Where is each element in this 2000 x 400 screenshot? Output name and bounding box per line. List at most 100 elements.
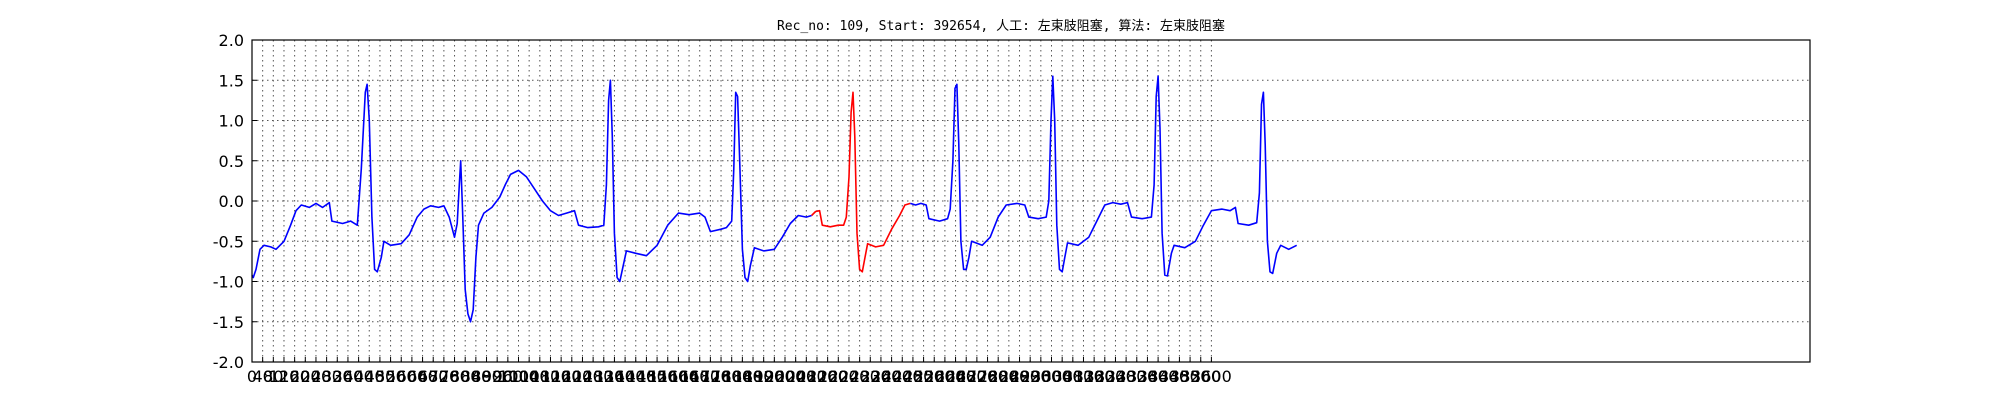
x-tick-label: 2840 bbox=[989, 367, 1030, 386]
x-tick-label: 2880 bbox=[999, 367, 1040, 386]
y-tick-label: 2.0 bbox=[219, 31, 244, 50]
x-tick-label: 2680 bbox=[946, 367, 987, 386]
x-tick-label: 2720 bbox=[957, 367, 998, 386]
x-tick-label: 3320 bbox=[1116, 367, 1157, 386]
y-tick-label: 1.0 bbox=[219, 112, 244, 131]
x-tick-label: 240 bbox=[301, 367, 332, 386]
x-tick-label: 1760 bbox=[701, 367, 742, 386]
x-tick-label: 200 bbox=[290, 367, 321, 386]
plot-series bbox=[251, 75, 1298, 323]
x-tick-label: 2200 bbox=[818, 367, 859, 386]
x-tick-label: 1680 bbox=[679, 367, 720, 386]
x-tick-label: 2560 bbox=[914, 367, 955, 386]
x-tick-label: 2240 bbox=[829, 367, 870, 386]
x-tick-label: 2800 bbox=[978, 367, 1019, 386]
x-tick-label: 1920 bbox=[743, 367, 784, 386]
x-tick-label: 1960 bbox=[754, 367, 795, 386]
x-tick-label: 1600 bbox=[658, 367, 699, 386]
x-tick-label: 1320 bbox=[583, 367, 624, 386]
x-tick-label: 440 bbox=[354, 367, 385, 386]
x-tick-label: 800 bbox=[450, 367, 481, 386]
x-tick-label: 0 bbox=[247, 367, 257, 386]
x-tick-label: 1040 bbox=[509, 367, 550, 386]
x-tick-label: 840 bbox=[461, 367, 492, 386]
x-tick-label: 3000 bbox=[1031, 367, 1072, 386]
x-tick-label: 960 bbox=[493, 367, 524, 386]
grid bbox=[252, 40, 1810, 362]
x-tick-label: 120 bbox=[269, 367, 300, 386]
x-tick-label: 1200 bbox=[551, 367, 592, 386]
x-tick-label: 2960 bbox=[1020, 367, 1061, 386]
x-tick-label: 160 bbox=[279, 367, 310, 386]
x-tick-label: 2120 bbox=[797, 367, 838, 386]
x-tick-label: 560 bbox=[386, 367, 417, 386]
x-tick-label: 1280 bbox=[573, 367, 614, 386]
x-tick-label: 1000 bbox=[498, 367, 539, 386]
x-tick-label: 3360 bbox=[1127, 367, 1168, 386]
chart-title: Rec_no: 109, Start: 392654, 人工: 左束肢阻塞, 算… bbox=[777, 18, 1225, 34]
x-tick-label: 600 bbox=[397, 367, 428, 386]
y-tick-label: 0.5 bbox=[219, 152, 244, 171]
y-tick-label: -2.0 bbox=[213, 353, 244, 372]
x-tick-label: 2080 bbox=[786, 367, 827, 386]
x-tick-label: 3400 bbox=[1138, 367, 1179, 386]
x-tick-label: 2160 bbox=[807, 367, 848, 386]
y-tick-label: 0.0 bbox=[219, 192, 244, 211]
x-tick-label: 480 bbox=[365, 367, 396, 386]
x-tick-label: 760 bbox=[439, 367, 470, 386]
plot-area-frame bbox=[251, 39, 1811, 363]
x-tick-label: 2000 bbox=[765, 367, 806, 386]
x-tick-label: 2760 bbox=[967, 367, 1008, 386]
x-tick-label: 1440 bbox=[615, 367, 656, 386]
x-tick-label: 2320 bbox=[850, 367, 891, 386]
x-tick-label: 1880 bbox=[733, 367, 774, 386]
x-tick-label: 880 bbox=[471, 367, 502, 386]
x-tick-label: 1640 bbox=[669, 367, 710, 386]
ticks: -2.0-1.5-1.0-0.50.00.51.01.52.0040801201… bbox=[213, 31, 1232, 386]
x-tick-label: 1840 bbox=[722, 367, 763, 386]
x-tick-label: 2360 bbox=[861, 367, 902, 386]
x-tick-label: 80 bbox=[263, 367, 283, 386]
x-tick-label: 1080 bbox=[519, 367, 560, 386]
x-tick-label: 3200 bbox=[1084, 367, 1125, 386]
ecg-signal-line-2 bbox=[910, 75, 1298, 277]
x-tick-label: 3480 bbox=[1159, 367, 1200, 386]
x-tick-label: 3120 bbox=[1063, 367, 1104, 386]
x-tick-label: 3080 bbox=[1052, 367, 1093, 386]
y-tick-label: -0.5 bbox=[213, 232, 244, 251]
y-tick-label: -1.5 bbox=[213, 313, 244, 332]
x-tick-label: 3600 bbox=[1191, 367, 1232, 386]
x-tick-label: 3040 bbox=[1042, 367, 1083, 386]
x-tick-label: 1520 bbox=[637, 367, 678, 386]
x-tick-label: 1400 bbox=[605, 367, 646, 386]
x-tick-label: 2040 bbox=[775, 367, 816, 386]
x-tick-label: 40 bbox=[252, 367, 272, 386]
x-tick-label: 360 bbox=[333, 367, 364, 386]
x-tick-label: 1720 bbox=[690, 367, 731, 386]
x-tick-label: 3240 bbox=[1095, 367, 1136, 386]
x-tick-label: 1480 bbox=[626, 367, 667, 386]
highlighted-beat-line-1 bbox=[811, 91, 911, 273]
x-tick-label: 1360 bbox=[594, 367, 635, 386]
x-tick-label: 280 bbox=[311, 367, 342, 386]
x-tick-label: 320 bbox=[322, 367, 353, 386]
x-tick-label: 920 bbox=[482, 367, 513, 386]
y-tick-label: -1.0 bbox=[213, 273, 244, 292]
x-tick-label: 3440 bbox=[1148, 367, 1189, 386]
x-tick-label: 3280 bbox=[1106, 367, 1147, 386]
x-tick-label: 1560 bbox=[647, 367, 688, 386]
x-tick-label: 640 bbox=[407, 367, 438, 386]
x-tick-label: 680 bbox=[418, 367, 449, 386]
x-tick-label: 2520 bbox=[903, 367, 944, 386]
x-tick-label: 1800 bbox=[711, 367, 752, 386]
x-tick-label: 720 bbox=[429, 367, 460, 386]
x-tick-label: 520 bbox=[375, 367, 406, 386]
x-tick-label: 400 bbox=[343, 367, 374, 386]
x-tick-label: 2280 bbox=[839, 367, 880, 386]
x-tick-label: 1240 bbox=[562, 367, 603, 386]
x-tick-label: 2480 bbox=[893, 367, 934, 386]
x-tick-label: 1160 bbox=[541, 367, 582, 386]
x-tick-label: 2920 bbox=[1010, 367, 1051, 386]
y-tick-label: 1.5 bbox=[219, 71, 244, 90]
